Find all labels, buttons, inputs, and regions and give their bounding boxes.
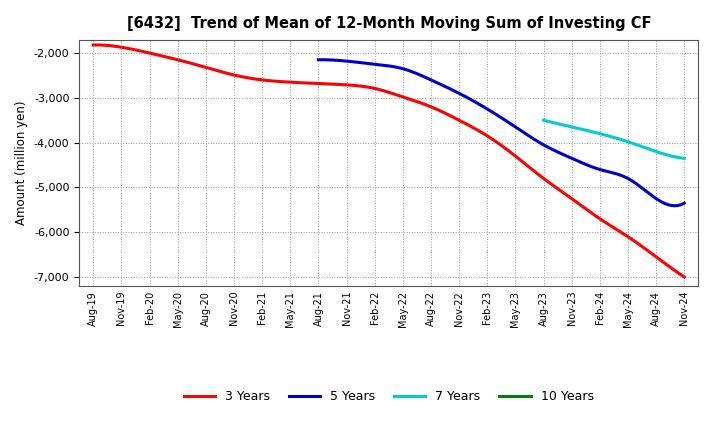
Title: [6432]  Trend of Mean of 12-Month Moving Sum of Investing CF: [6432] Trend of Mean of 12-Month Moving … — [127, 16, 651, 32]
Legend: 3 Years, 5 Years, 7 Years, 10 Years: 3 Years, 5 Years, 7 Years, 10 Years — [179, 385, 598, 408]
Y-axis label: Amount (million yen): Amount (million yen) — [15, 101, 28, 225]
